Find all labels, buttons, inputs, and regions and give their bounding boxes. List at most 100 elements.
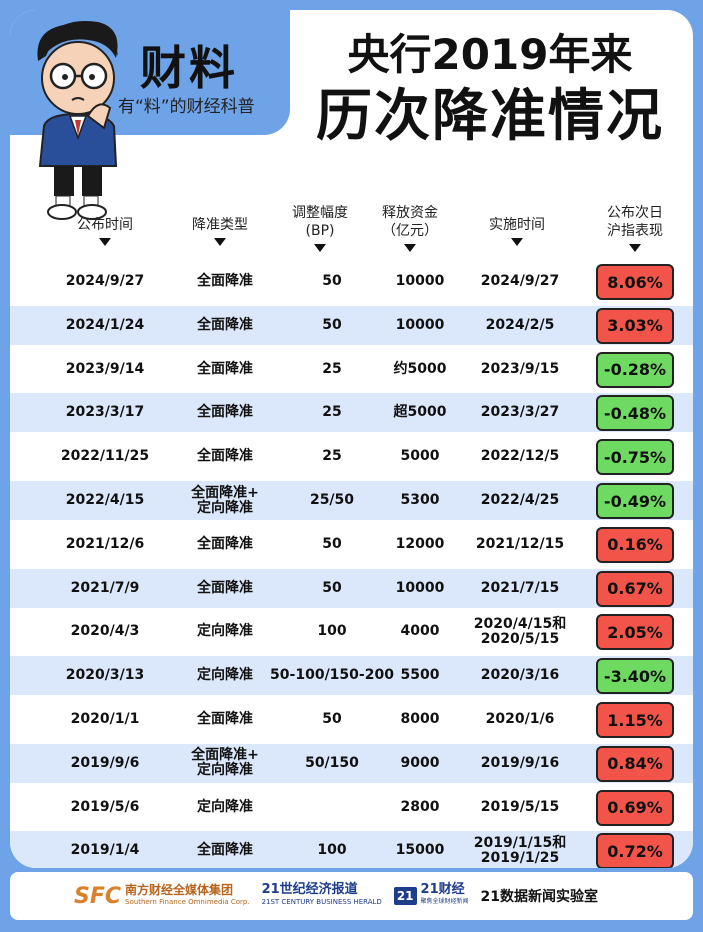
cell-type: 全面降准 [197, 711, 253, 727]
cell-type: 全面降准 [197, 448, 253, 465]
cell-implement: 2019/9/16 [480, 754, 560, 771]
cell-funds: 5500 [400, 667, 440, 684]
index-change-badge: 0.69% [596, 789, 674, 826]
cell-type: 全面降准+ 定向降准 [191, 747, 259, 779]
cell-bp: 25 [322, 404, 342, 421]
headline: 央行2019年来 历次降准情况 [292, 28, 688, 152]
cell-announce: 2020/1/1 [70, 711, 140, 727]
arrow-down-icon [511, 238, 523, 246]
cell-announce: 2022/4/15 [65, 492, 145, 508]
brand-subtitle: 有“料”的财经科普 [118, 97, 255, 117]
cell-announce: 2019/1/4 [70, 842, 140, 859]
cell-type: 定向降准 [197, 667, 253, 684]
cell-bp: 50-100/150-200 [270, 667, 394, 684]
cj-tagline: 聚焦全球财经新闻 [420, 898, 469, 905]
cell-announce: 2024/1/24 [65, 316, 145, 333]
cell-announce: 2021/7/9 [70, 579, 140, 596]
cell-announce: 2019/5/6 [70, 798, 140, 815]
cell-bp: 50 [322, 273, 342, 289]
cell-announce: 2023/3/17 [65, 404, 145, 421]
cell-implement: 2019/1/15和 2019/1/25 [473, 834, 567, 866]
headline-line1: 央行2019年来 [347, 30, 633, 79]
index-change-badge: -3.40% [596, 658, 674, 695]
column-header-unit: （亿元） [382, 223, 438, 239]
cell-bp: 50 [322, 711, 342, 727]
column-header-label: 释放资金 [382, 205, 438, 221]
table-row: 2020/1/1 全面降准 50 8000 2020/1/6 1.15% [10, 700, 693, 739]
table-row: 2021/12/6 全面降准 50 12000 2021/12/15 0.16% [10, 525, 693, 564]
table-row: 2019/9/6 全面降准+ 定向降准 50/150 9000 2019/9/16 0.8… [10, 743, 693, 783]
cell-implement: 2024/9/27 [480, 273, 560, 289]
cell-bp: 100 [317, 623, 347, 640]
table-row: 2021/7/9 全面降准 50 10000 2021/7/15 0.67% [10, 568, 693, 608]
table-row: 2022/4/15 全面降准+ 定向降准 25/50 5300 2022/4/25 -0.… [10, 481, 693, 520]
cell-type: 全面降准 [197, 404, 253, 421]
cell-bp: 25/50 [309, 492, 355, 508]
arrow-down-icon [214, 238, 226, 246]
cell-funds: 8000 [400, 711, 440, 727]
cell-implement: 2023/9/15 [480, 360, 560, 377]
column-header-sublabel: 沪指表现 [607, 223, 663, 239]
cell-bp: 50 [322, 579, 342, 596]
cell-type: 全面降准 [197, 842, 253, 859]
cj-box: 21 [393, 887, 417, 905]
index-change-badge: 0.67% [596, 570, 674, 607]
herald-name-en: 21ST CENTURY BUSINESS HERALD [261, 898, 382, 906]
cell-funds: 超5000 [393, 404, 447, 421]
table-row: 2019/1/4 全面降准 100 15000 2019/1/15和 2019/1/25… [10, 831, 693, 868]
cell-announce: 2019/9/6 [70, 754, 140, 771]
poster-card: 财料 有“料”的财经科普 央行2019年来 历次降准情况 公布时间 降准类型 调… [10, 10, 693, 868]
table-row: 2022/11/25 全面降准 25 5000 2022/12/5 -0.75% [10, 437, 693, 476]
cell-announce: 2023/9/14 [65, 360, 145, 377]
cell-announce: 2021/12/6 [65, 535, 145, 552]
sfc-name-en: Southern Finance Omnimedia Corp. [125, 898, 250, 906]
cell-funds: 10000 [395, 579, 445, 596]
cell-implement: 2021/12/15 [475, 535, 565, 552]
herald-logo: 21世纪经济报道 21ST CENTURY BUSINESS HERALD [262, 883, 382, 909]
cell-type: 全面降准 [197, 535, 253, 552]
cell-type: 全面降准 [197, 579, 253, 596]
cell-funds: 5300 [400, 492, 440, 508]
index-change-badge: -0.48% [596, 395, 674, 432]
cell-implement: 2022/4/25 [480, 492, 560, 508]
cell-type: 定向降准 [197, 798, 253, 815]
cell-implement: 2024/2/5 [485, 316, 555, 333]
column-header-label: 调整幅度 [292, 205, 348, 221]
cj-name: 21财经 [420, 882, 465, 897]
cell-funds: 5000 [400, 448, 440, 465]
column-header-announce: 公布时间 [50, 216, 160, 246]
column-header-label: 公布次日 [607, 205, 663, 221]
cell-bp: 25 [322, 360, 342, 377]
cell-bp: 50 [322, 535, 342, 552]
column-header-type: 降准类型 [165, 216, 275, 246]
cell-implement: 2023/3/27 [480, 404, 560, 421]
cell-type: 全面降准+ 定向降准 [191, 484, 259, 516]
cell-implement: 2020/4/15和 2020/5/15 [473, 615, 567, 647]
column-header-bp: 调整幅度 (BP) [265, 204, 375, 252]
arrow-down-icon [314, 244, 326, 252]
cell-funds: 15000 [395, 842, 445, 859]
table-row: 2019/5/6 定向降准 2800 2019/5/15 0.69% [10, 788, 693, 827]
cell-implement: 2020/3/16 [480, 667, 560, 684]
cell-type: 全面降准 [197, 316, 253, 333]
column-header-funds: 释放资金 （亿元） [355, 204, 465, 252]
cell-funds: 12000 [395, 535, 445, 552]
sfc-name: 南方财经全媒体集团 [125, 883, 234, 897]
table-row: 2020/4/3 定向降准 100 4000 2020/4/15和 2020/5/15 2… [10, 612, 693, 651]
cell-announce: 2020/4/3 [70, 623, 140, 640]
column-header-unit: (BP) [305, 223, 335, 239]
data-lab-name: 21数据新闻实验室 [480, 889, 599, 905]
cell-funds: 9000 [400, 754, 440, 771]
column-header-implement: 实施时间 [462, 216, 572, 246]
cell-bp: 50/150 [305, 754, 359, 771]
cell-type: 全面降准 [197, 273, 253, 289]
headline-line2: 历次降准情况 [316, 84, 664, 149]
cell-funds: 2800 [400, 798, 440, 815]
cell-announce: 2024/9/27 [65, 273, 145, 289]
table-row: 2020/3/13 定向降准 50-100/150-200 5500 2020/3/16… [10, 656, 693, 696]
index-change-badge: 8.06% [596, 264, 674, 300]
cell-implement: 2021/7/15 [480, 579, 560, 596]
cell-bp: 50 [322, 316, 342, 333]
index-change-badge: 1.15% [596, 702, 674, 738]
index-change-badge: -0.28% [596, 351, 674, 388]
